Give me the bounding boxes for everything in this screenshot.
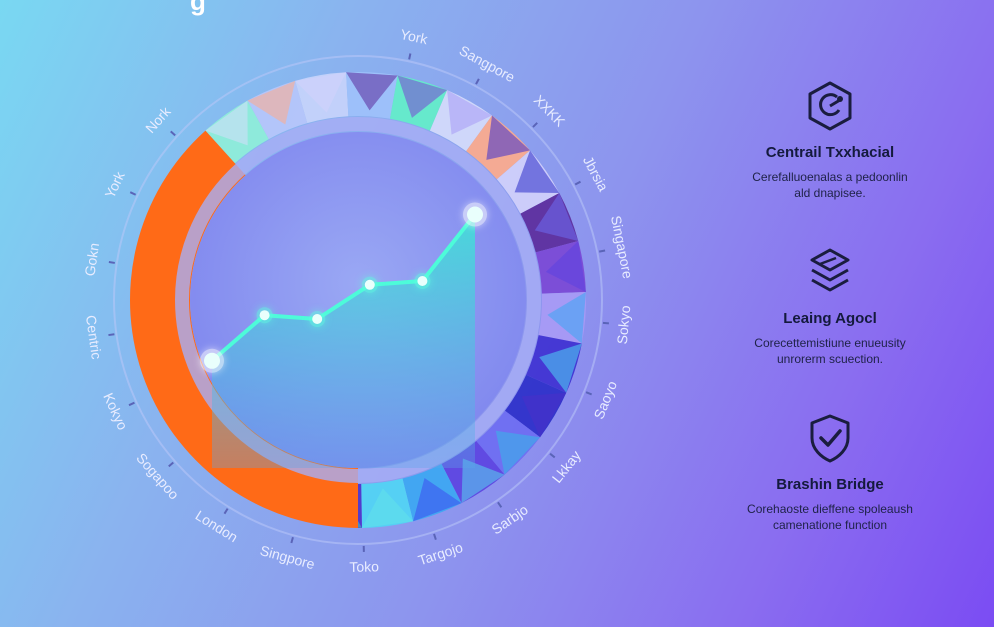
ring-facet bbox=[397, 75, 448, 118]
ring-facet bbox=[447, 90, 493, 135]
ring-city-label: Nork bbox=[142, 103, 174, 136]
ring-tick bbox=[408, 53, 412, 60]
inner-band bbox=[175, 117, 541, 483]
ring-facet bbox=[205, 100, 248, 146]
ring-city-label: Targojo bbox=[416, 539, 465, 568]
data-point bbox=[364, 279, 375, 290]
data-point bbox=[259, 310, 270, 321]
ring-facet bbox=[461, 458, 505, 504]
ring-facet bbox=[514, 150, 560, 193]
ring-city-label: Lkkay bbox=[549, 447, 584, 486]
ring-facet bbox=[486, 115, 531, 160]
ring-tick bbox=[170, 130, 176, 137]
feature-description-line: unrorerm scuection. bbox=[776, 352, 884, 366]
ring-city-label: Kokyo bbox=[100, 390, 131, 432]
outer-ring bbox=[113, 55, 603, 545]
chip-icon bbox=[808, 81, 852, 131]
ring-city-label: Singapore bbox=[608, 214, 636, 280]
feature-title: Centrail Txxhacial bbox=[765, 144, 895, 161]
ring-city-label: Singpore bbox=[258, 542, 316, 572]
ring-facet bbox=[413, 477, 462, 522]
series-line bbox=[210, 212, 477, 363]
data-point bbox=[417, 276, 428, 286]
ring-facet bbox=[247, 80, 296, 125]
ring-facet bbox=[547, 292, 586, 344]
feature-description-line: Corecettemistiune enueusity bbox=[754, 336, 906, 350]
ring-city-label: London bbox=[193, 507, 241, 545]
ring-tick bbox=[433, 533, 437, 540]
ring-facet bbox=[495, 430, 541, 475]
ring-city-label: Sokyo bbox=[614, 304, 634, 344]
ring-tick bbox=[223, 508, 229, 515]
feature-card-1: Centrail Txxhacial Cerefalluoenalas a pe… bbox=[710, 80, 950, 201]
line-area-fill bbox=[212, 214, 475, 468]
shield-check-icon bbox=[810, 414, 850, 463]
ring-tick bbox=[129, 191, 137, 196]
ring-segment bbox=[358, 483, 362, 528]
layers-icon bbox=[810, 248, 850, 292]
ring-city-label: York bbox=[399, 26, 430, 48]
ring-tick bbox=[532, 122, 538, 128]
ring-facet bbox=[534, 192, 579, 241]
ring-tick bbox=[574, 180, 581, 186]
ring-tick bbox=[549, 452, 556, 459]
ring-tick bbox=[128, 401, 135, 407]
feature-title: Leaing Agocl bbox=[783, 310, 877, 327]
ring-facet bbox=[539, 343, 582, 393]
data-points bbox=[200, 202, 487, 373]
cropped-heading-fragment: g bbox=[190, 0, 206, 16]
feature-description-line: Cerefalluoenalas a pedoonlin bbox=[752, 170, 908, 184]
feature-card-2: Leaing Agocl Corecettemistiune enueusity… bbox=[710, 246, 950, 367]
ring-tick bbox=[599, 249, 606, 253]
orange-progress-arc bbox=[130, 130, 358, 528]
feature-description-line: ald dnapisee. bbox=[794, 186, 866, 200]
ring-facet bbox=[545, 240, 586, 293]
feature-description-line: camenatione function bbox=[772, 518, 888, 532]
ring-city-label: Sangpore bbox=[457, 42, 518, 85]
ring-tick bbox=[475, 78, 480, 85]
ring-tick bbox=[108, 333, 115, 337]
data-point bbox=[204, 352, 220, 369]
ring-city-label: York bbox=[101, 168, 128, 201]
ring-tick bbox=[168, 461, 174, 468]
ring-city-label: Sarbjo bbox=[489, 501, 532, 537]
ring-city-label: Centric bbox=[83, 314, 105, 360]
data-point bbox=[312, 314, 323, 324]
ring-facet bbox=[346, 72, 398, 111]
ring-city-label: Gokn bbox=[81, 242, 102, 277]
feature-card-3: Brashin Bridge Corehaoste dieffene spole… bbox=[710, 412, 950, 533]
ring-tick bbox=[602, 321, 610, 325]
ring-tick bbox=[585, 391, 593, 396]
ring-tick bbox=[497, 501, 503, 508]
ring-city-label: Toko bbox=[349, 558, 379, 575]
ring-tick bbox=[290, 536, 294, 544]
ring-facet bbox=[521, 392, 567, 438]
feature-description-line: Corehaoste dieffene spoleaush bbox=[747, 502, 913, 516]
ring-facet bbox=[295, 72, 347, 113]
ring-city-label: Saoyo bbox=[590, 378, 620, 421]
ring-tick bbox=[108, 261, 115, 264]
ring-city-label: Jbrsia bbox=[580, 153, 612, 194]
ring-facet bbox=[361, 488, 414, 528]
data-point bbox=[467, 206, 483, 223]
ring-segments bbox=[205, 72, 586, 528]
feature-title: Brashin Bridge bbox=[776, 476, 884, 493]
ring-city-label: Sogapoo bbox=[133, 450, 182, 503]
